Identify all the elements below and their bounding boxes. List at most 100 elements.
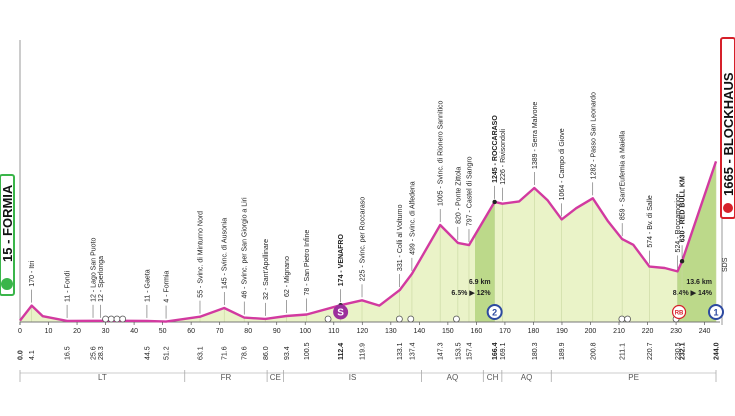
axis-tick-label: 200 [585, 328, 597, 335]
axis-tick-label: 10 [45, 328, 53, 335]
start-label: 15 - FORMIA [0, 184, 15, 262]
axis-tick-label: 180 [528, 328, 540, 335]
km-marker-label: 244.0 [714, 342, 721, 360]
waypoint-label: 4 - Formia [164, 271, 171, 303]
region-label: AQ [521, 373, 533, 382]
km-marker-label: 180.3 [532, 342, 539, 360]
finish-badge-frame [720, 37, 735, 219]
waypoint-label: 524 - Roccamorice [675, 194, 682, 253]
axis-tick-label: 90 [273, 328, 281, 335]
finish-side-code: SDS [722, 257, 729, 272]
waypoint-label: 574 - Bv. di Salle [647, 195, 654, 248]
km-marker-label: 44.5 [144, 346, 151, 360]
axis-tick-label: 0 [18, 328, 22, 335]
waypoint-label: 1389 - Serra Malvone [532, 102, 539, 169]
service-icon [324, 315, 332, 323]
region-label: CH [487, 373, 499, 382]
gpm-icon-label: 2 [492, 308, 497, 318]
axis-tick-label: 170 [499, 328, 511, 335]
waypoint-label: 12 - Sperlonga [98, 256, 105, 302]
km-marker-label: 112.4 [338, 343, 345, 360]
axis-tick-label: 160 [471, 328, 483, 335]
service-icon [453, 315, 460, 323]
km-marker-label: 119.9 [360, 343, 367, 360]
waypoint-label: 78 - San Pietro Infine [304, 230, 311, 296]
climb-gradient: 6.5% ▶ 12% [451, 290, 491, 297]
service-icon [395, 315, 403, 323]
waypoint-label: 225 - Svinc. per Roccaraso [360, 197, 367, 282]
waypoint-dot [679, 259, 685, 264]
region-label: IS [349, 373, 357, 382]
waypoint-label: 1245 - ROCCARASO [492, 115, 499, 183]
km-marker-label: 51.2 [164, 346, 171, 360]
km-marker-label: 25.6 [91, 346, 98, 360]
km-marker-label: 4.1 [29, 350, 36, 360]
profile-line [19, 161, 718, 323]
km-marker-label: 78.6 [242, 346, 249, 360]
axis-tick-label: 40 [130, 328, 138, 335]
waypoint-label: 630 - RED BULL KM [680, 176, 687, 242]
km-marker-label: 63.1 [197, 346, 204, 360]
km-marker-label: 157.4 [466, 342, 473, 360]
gpm-icon-label: 1 [713, 308, 718, 318]
climb-area-1 [475, 201, 495, 322]
climb-distance: 13.6 km [686, 279, 712, 286]
sprint-icon [333, 304, 349, 320]
axis-tick-label: 130 [385, 328, 397, 335]
waypoint-label: 1282 - Passo San Leonardo [590, 92, 597, 179]
service-icon [102, 315, 109, 323]
axis-tick-label: 240 [699, 328, 711, 335]
waypoint-label: 12 - Lago San Puoto [91, 238, 98, 302]
axis-tick-label: 20 [73, 328, 81, 335]
axis-tick-label: 100 [299, 328, 311, 335]
region-label: PE [628, 373, 639, 382]
axis-tick-label: 60 [187, 328, 195, 335]
km-marker-label: 71.6 [222, 346, 229, 360]
region-label: AQ [447, 373, 459, 382]
axis-tick-label: 80 [244, 328, 252, 335]
region-label: CE [270, 373, 281, 382]
waypoint-label: 62 - Mignano [284, 256, 291, 297]
region-label: FR [221, 373, 232, 382]
axis-tick-label: 140 [414, 328, 426, 335]
sprint-icon-label: S [337, 308, 344, 319]
km-marker-label: 169.1 [500, 342, 507, 360]
km-marker-label: 230.5 [675, 342, 682, 360]
axis-tick-label: 230 [670, 328, 682, 335]
km-marker-label: 200.8 [590, 342, 597, 360]
km-marker-label: 133.1 [397, 342, 404, 360]
climb-gradient: 8.4% ▶ 14% [673, 290, 713, 297]
km-marker-label: 153.5 [455, 342, 462, 360]
axis-tick-label: 210 [613, 328, 625, 335]
mountain-gpm-icon [486, 304, 503, 320]
climb-distance: 6.9 km [469, 279, 491, 286]
axis-tick-label: 70 [216, 328, 224, 335]
finish-label: 1665 - BLOCKHAUS [721, 72, 735, 196]
axis-tick-label: 110 [328, 328, 339, 335]
waypoint-label: 145 - Svinc. di Ausonia [222, 218, 229, 289]
service-icon [113, 315, 121, 323]
km-marker-label: 28.3 [98, 346, 105, 360]
waypoint-label: 499 - Svinc. di Alfedena [409, 181, 416, 255]
waypoint-label: 32 - Sant'Apollinare [263, 239, 270, 300]
service-icon [407, 315, 415, 323]
service-icon [119, 315, 127, 323]
mountain-gpm-icon [708, 304, 724, 320]
waypoint-label: 170 - Itri [29, 260, 36, 286]
km-marker-label: 137.4 [409, 342, 416, 360]
waypoint-label: 1005 - Svinc. di Rionero Sannitico [438, 100, 445, 206]
waypoint-label: 46 - Svinc. per San Giorgio a Liri [242, 197, 249, 299]
waypoint-label: 859 - Sant'Eufemia a Maiella [620, 131, 627, 220]
start-flag-icon [1, 278, 13, 290]
km-marker-label: 189.9 [559, 342, 566, 360]
service-icon [624, 315, 631, 323]
axis-tick-label: 50 [159, 328, 167, 335]
waypoint-dot [492, 199, 497, 205]
km-marker-label: 220.7 [647, 342, 654, 360]
waypoint-label: 1226 - Rivisondoli [500, 129, 507, 185]
km-marker-label: 166.4 [492, 342, 499, 360]
km-marker-label: 0.0 [18, 350, 25, 360]
waypoint-label: 331 - Colli al Volturno [397, 204, 404, 271]
km-marker-label: 211.1 [620, 343, 627, 360]
